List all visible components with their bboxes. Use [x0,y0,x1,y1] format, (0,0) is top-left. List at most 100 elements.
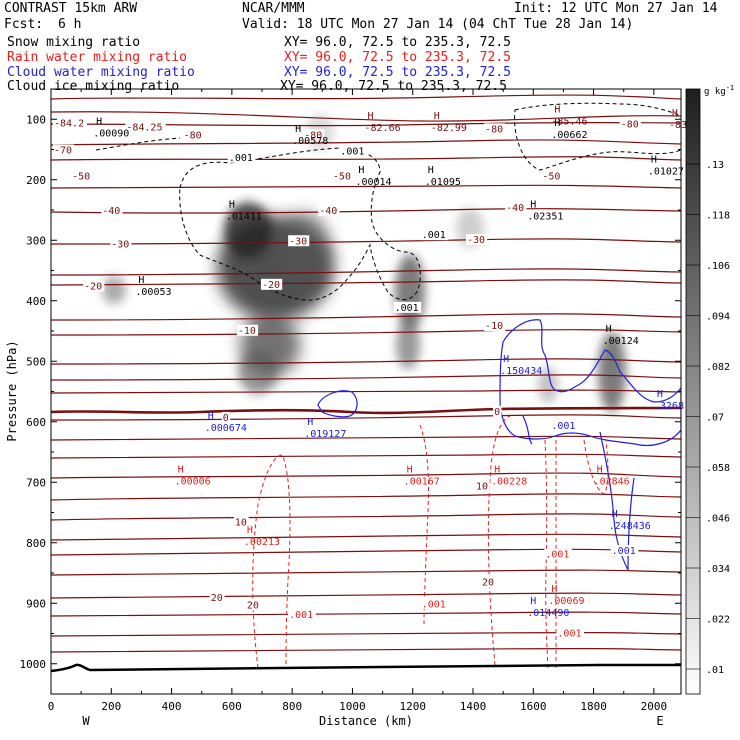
max-value-label: .00053 [135,287,171,298]
max-marker-h: H [229,199,235,210]
max-marker-h: H [554,104,560,115]
max-marker-h: H [367,111,373,122]
isotherm-label: -50 [72,172,90,183]
isotherm-line [51,389,681,394]
x-tick-label: 1800 [580,700,607,713]
model-name: CONTRAST 15km ARW [4,1,138,16]
rain-contour [544,439,549,669]
max-marker-h: H [672,108,678,119]
max-marker-h: H [247,525,253,536]
isotherm-label: -30 [467,235,485,246]
max-value-label: .00014 [355,177,391,188]
x-tick-label: 800 [282,700,302,713]
contour-label: .001 [551,421,575,432]
colorbar: .13 .118 .106 .094 .082 .07 .058 .046 .034 .022 .0… [685,84,734,695]
colorbar-tick-label: .034 [706,564,730,575]
contour-label-bg [420,229,449,241]
isotherm-label-bg [481,576,496,588]
ice-contour [95,137,181,151]
max-marker-h: H [651,154,657,165]
colorbar-tick-label: .106 [706,261,730,272]
max-marker-h: H [178,464,184,475]
rain-contour [487,415,511,666]
isotherm-line [51,453,681,459]
field-cloud-xy: XY= 96.0, 72.5 to 235.3, 72.5 [284,65,511,80]
colorbar-ticks: .13 .118 .106 .094 .082 .07 .058 .046 .034 .022 .0… [686,160,730,676]
colorbar-unit: g kg-1 [704,84,734,97]
isotherm-label: -84.2 [54,118,84,129]
isotherm-label: 20 [482,577,494,588]
isotherm-label-bg [182,129,204,141]
contour-label-bg [393,301,422,313]
isotherm-label-bg [233,516,249,528]
org-name: NCAR/MMM [242,1,305,16]
maxima-labels: H.00090 H.00578H-82.66H-82.99H-85.46H.006… [93,104,693,619]
y-tick-label: 600 [26,416,46,429]
colorbar-tick-label: .058 [706,463,730,474]
x-tick-label: 1200 [399,700,426,713]
max-value-label: .02351 [527,211,563,222]
snow-core [538,367,558,403]
colorbar-gradient [685,88,701,695]
max-marker-h: H [295,124,301,135]
max-marker-h: H [554,118,560,129]
isotherm-line [51,647,681,653]
field-rain-xy: XY= 96.0, 72.5 to 235.3, 72.5 [284,50,511,65]
colorbar-tick-label: .13 [706,160,724,171]
cloud-contour [317,390,358,418]
max-marker-h: H [530,199,536,210]
west-label: W [82,714,90,728]
contour-label: .001 [557,628,581,639]
contour-label: .001 [422,599,446,610]
contour-label: .001 [612,546,636,557]
isotherm-label-bg [245,599,261,611]
snow-core [224,202,272,258]
isotherm-line [51,111,681,122]
field-snow-name: Snow mixing ratio [7,35,141,50]
field-snow-xy: XY= 96.0, 72.5 to 235.3, 72.5 [284,35,511,50]
y-tick-label: 800 [26,537,46,550]
max-value-label: .3268 [654,401,684,412]
y-axis-label: Pressure (hPa) [5,340,19,441]
isotherm-line [51,358,681,365]
isotherm-label-bg [465,234,488,246]
terrain-line [50,663,681,673]
fcst-label: Fcst: [4,17,44,32]
max-marker-h: H [208,411,214,422]
max-marker-h: H [612,509,618,520]
isotherm-label-bg [71,170,93,182]
contour-label-bg [556,627,585,639]
isotherm-line [51,592,681,599]
valid-time: Valid: 18 UTC Mon 27 Jan 14 (04 ChT Tue … [242,17,634,32]
isotherm-label: -80 [184,130,202,141]
x-tick-label: 1400 [460,700,487,713]
freezing-level-line [51,406,681,415]
max-value-label: -85.46 [551,116,587,127]
fcst-value: 6 h [58,17,82,32]
colorbar-tick-label: .082 [706,362,730,373]
max-value-label: .00228 [491,476,527,487]
max-marker-h: H [434,111,440,122]
max-value-label: .014490 [527,608,569,619]
isotherm-line [51,184,681,189]
max-value-label: -82.66 [364,123,400,134]
cloud-water-contours [317,319,681,571]
rain-contours [252,415,609,669]
isotherm-label: -20 [84,282,102,293]
max-marker-h: H [657,389,663,400]
y-tick-label: 700 [26,476,46,489]
max-value-label: .01027 [648,166,684,177]
isotherm-label: -40 [102,206,120,217]
y-tick-label: 900 [26,597,46,610]
isotherm-label-bg [484,123,506,135]
max-value-label: .00090 [93,128,129,139]
colorbar-tick-label: .01 [706,665,724,676]
isotherm-label-bg [53,117,87,129]
max-value-label: .248436 [609,521,651,532]
y-tick-label: 1000 [20,658,47,671]
contour-label: .001 [545,550,569,561]
max-marker-h: H [503,354,509,365]
max-value-label: .150434 [500,366,542,377]
contour-label: .001 [229,153,253,164]
ice-contours [95,102,681,301]
